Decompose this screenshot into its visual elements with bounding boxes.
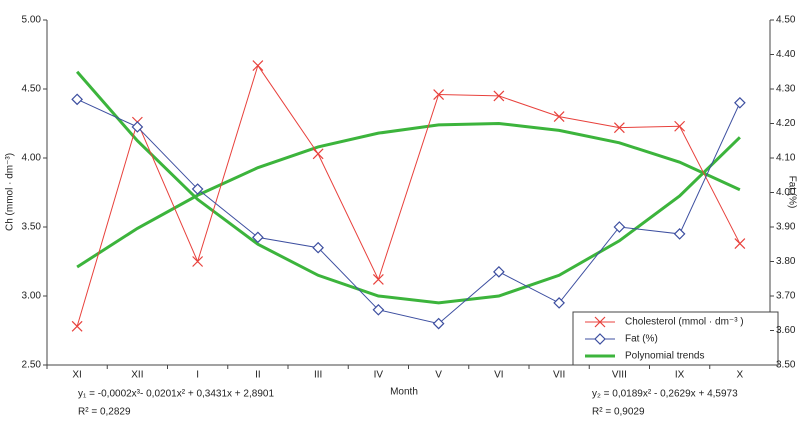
x-tick-label: VIII xyxy=(612,370,627,381)
series-line xyxy=(76,98,741,325)
x-tick-label: XI xyxy=(72,370,81,381)
marker xyxy=(433,89,445,100)
marker xyxy=(312,148,324,160)
marker xyxy=(71,320,83,332)
legend-marker xyxy=(594,316,606,328)
y2-tick-label: 3.80 xyxy=(776,256,796,267)
marker xyxy=(252,60,264,71)
marker xyxy=(553,297,565,309)
marker xyxy=(192,256,204,267)
marker xyxy=(493,266,505,278)
y-tick-label: 2.50 xyxy=(22,360,42,371)
y2-tick-label: 4.10 xyxy=(776,153,796,164)
marker xyxy=(613,221,626,233)
x-tick-label: II xyxy=(255,370,261,381)
y2-axis-label: Fat (%) xyxy=(786,176,797,209)
x-tick-label: IV xyxy=(374,370,384,381)
marker xyxy=(553,111,565,123)
legend-marker xyxy=(594,333,606,345)
y2-tick-label: 3.90 xyxy=(776,222,796,233)
marker xyxy=(191,183,204,195)
annotation: R² = 0,2829 xyxy=(78,407,131,418)
y2-tick-label: 4.00 xyxy=(776,187,796,198)
legend-label: Polynomial trends xyxy=(625,351,704,362)
y-tick-label: 3.00 xyxy=(22,291,42,302)
marker xyxy=(493,90,505,102)
annotation: R² = 0,9029 xyxy=(592,407,645,418)
y-tick-label: 3.50 xyxy=(22,222,42,233)
legend-label: Cholesterol (mmol · dm⁻³ ) xyxy=(625,317,744,328)
x-tick-label: XII xyxy=(131,370,143,381)
marker xyxy=(613,122,625,134)
x-axis-label: Month xyxy=(390,387,418,398)
marker xyxy=(252,231,264,244)
y-tick-label: 5.00 xyxy=(22,15,42,26)
x-tick-label: VI xyxy=(494,370,503,381)
marker xyxy=(734,238,746,249)
x-tick-label: III xyxy=(314,370,322,381)
annotation: y₂ = 0,0189x² - 0,2629x + 4,5973 xyxy=(592,389,738,400)
x-tick-label: V xyxy=(435,370,442,381)
marker xyxy=(674,120,686,132)
marker xyxy=(372,303,385,316)
y-tick-label: 4.00 xyxy=(22,153,42,164)
marker xyxy=(71,93,83,106)
marker xyxy=(312,241,324,254)
trend-line xyxy=(76,121,741,269)
series-line xyxy=(76,64,741,327)
y-tick-label: 4.50 xyxy=(22,84,42,95)
y2-tick-label: 4.20 xyxy=(776,118,796,129)
marker xyxy=(131,121,144,133)
y2-tick-label: 3.70 xyxy=(776,291,796,302)
y2-tick-label: 3.60 xyxy=(776,325,796,336)
y2-tick-label: 4.40 xyxy=(776,49,796,60)
y2-tick-label: 3.50 xyxy=(776,360,796,371)
x-tick-label: VII xyxy=(553,370,565,381)
marker xyxy=(372,274,384,285)
marker xyxy=(432,317,445,330)
x-tick-label: X xyxy=(737,370,744,381)
y-axis-label: Ch (mmol · dm⁻³) xyxy=(5,153,16,231)
marker xyxy=(673,228,686,240)
trend-line xyxy=(75,70,741,305)
marker xyxy=(734,96,746,109)
x-tick-label: IX xyxy=(675,370,685,381)
y2-tick-label: 4.50 xyxy=(776,15,796,26)
annotation: y₁ = -0,0002x³- 0,0201x² + 0,3431x + 2,8… xyxy=(78,389,274,400)
y2-tick-label: 4.30 xyxy=(776,84,796,95)
legend-label: Fat (%) xyxy=(625,334,658,345)
x-tick-label: I xyxy=(196,370,199,381)
